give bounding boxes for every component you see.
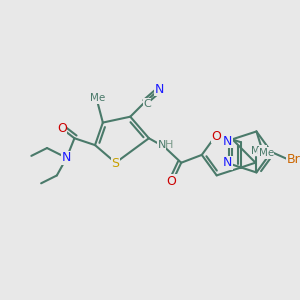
Text: H: H xyxy=(165,140,174,150)
Text: N: N xyxy=(223,135,232,148)
Text: Me: Me xyxy=(251,146,266,156)
Text: O: O xyxy=(57,122,67,135)
Text: N: N xyxy=(223,156,232,169)
Text: Me: Me xyxy=(90,93,106,103)
Text: N: N xyxy=(158,140,166,150)
Text: Me: Me xyxy=(259,148,274,158)
Text: O: O xyxy=(212,130,222,143)
Text: Br: Br xyxy=(287,153,300,166)
Text: N: N xyxy=(155,83,164,96)
Text: C: C xyxy=(143,99,151,109)
Text: O: O xyxy=(167,175,176,188)
Text: S: S xyxy=(112,157,120,170)
Text: N: N xyxy=(62,151,71,164)
